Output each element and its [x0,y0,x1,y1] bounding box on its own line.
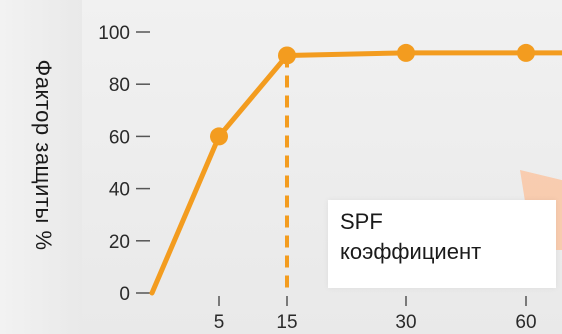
annotation-line-2: коэффициент [340,239,482,264]
y-tick-label: 0 [119,284,130,305]
data-point [210,127,228,146]
annotation-line-1: SPF [340,209,383,234]
x-tick-label: 5 [214,312,225,333]
x-tick-label: 15 [276,312,297,333]
x-tick-label: 30 [395,312,416,333]
y-axis-ticks: 0 20 40 60 80 100 [98,23,150,305]
data-markers [210,43,535,146]
x-axis-ticks: 5 15 30 60 [214,296,537,333]
data-point [397,43,415,62]
annotation-box [328,200,556,288]
annotation-text: SPF коэффициент [340,207,481,267]
y-axis-label-area [0,0,82,334]
y-tick-label: 100 [98,23,130,44]
y-tick-label: 60 [109,127,130,148]
data-point [278,46,296,65]
data-point [517,43,535,62]
x-tick-label: 60 [515,312,536,333]
y-tick-label: 20 [109,232,130,253]
y-tick-label: 80 [109,75,130,96]
y-tick-label: 40 [109,180,130,201]
